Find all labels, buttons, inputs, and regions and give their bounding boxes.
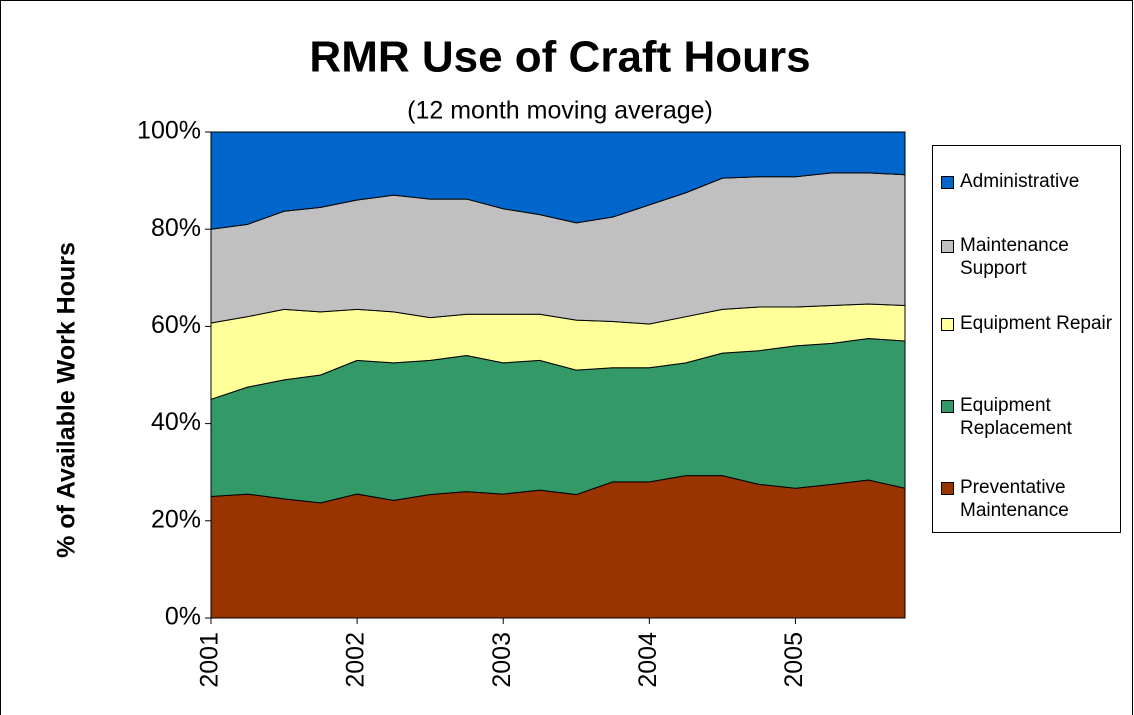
x-tick-label: 2004 xyxy=(634,632,662,688)
x-tick-label: 2001 xyxy=(196,632,224,688)
x-tick-label: 2002 xyxy=(342,632,370,688)
y-tick-label: 100% xyxy=(137,117,201,145)
legend-swatch xyxy=(941,400,954,413)
chart-subtitle: (12 month moving average) xyxy=(407,97,713,125)
y-tick-label: 80% xyxy=(151,214,201,242)
legend-item: Maintenance Support xyxy=(941,234,1119,280)
legend-label: Preventative Maintenance xyxy=(960,477,1069,521)
legend-swatch xyxy=(941,176,954,189)
y-tick-label: 0% xyxy=(165,603,201,631)
x-tick-label: 2005 xyxy=(780,632,808,688)
legend-swatch xyxy=(941,240,954,253)
chart-title: RMR Use of Craft Hours xyxy=(309,33,810,82)
y-tick-label: 60% xyxy=(151,311,201,339)
y-axis-label: % of Available Work Hours xyxy=(53,242,81,558)
legend-label: Administrative xyxy=(960,171,1080,192)
legend: Administrative Maintenance Support Equipme… xyxy=(932,145,1121,533)
legend-item: Equipment Replacement xyxy=(941,394,1119,440)
legend-item: Equipment Repair xyxy=(941,312,1119,335)
y-tick-label: 40% xyxy=(151,408,201,436)
legend-item: Preventative Maintenance xyxy=(941,476,1119,522)
x-tick-label: 2003 xyxy=(488,632,516,688)
legend-label: Equipment Replacement xyxy=(960,395,1072,439)
legend-item: Administrative xyxy=(941,170,1119,193)
legend-label: Equipment Repair xyxy=(960,313,1113,334)
legend-label: Maintenance Support xyxy=(960,235,1069,279)
legend-swatch xyxy=(941,318,954,331)
plot-border xyxy=(210,131,906,619)
y-tick-label: 20% xyxy=(151,505,201,533)
legend-swatch xyxy=(941,482,954,495)
